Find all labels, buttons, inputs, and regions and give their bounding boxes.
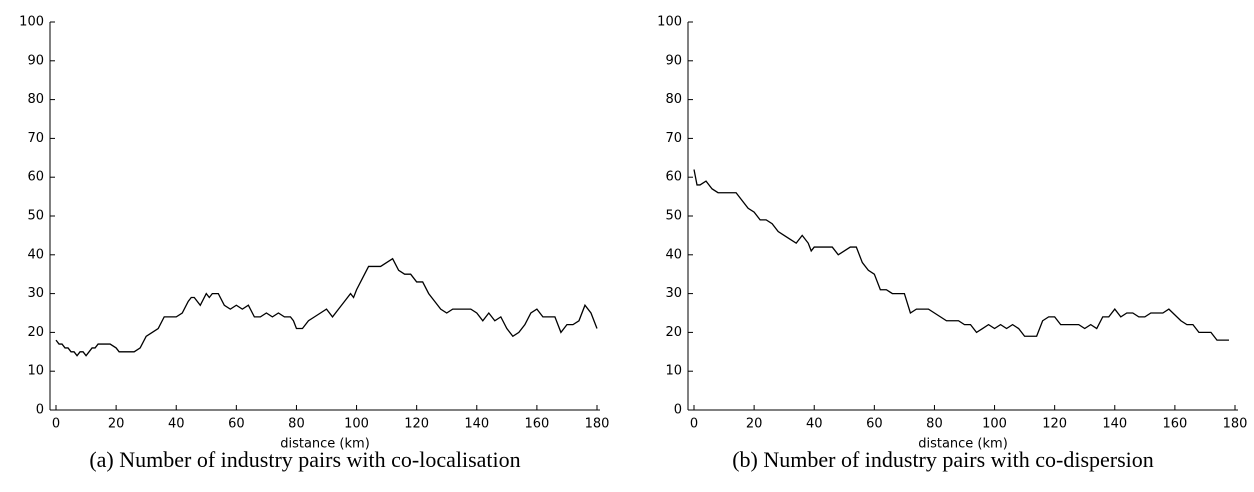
line-series <box>55 257 598 357</box>
y-tick-label: 10 <box>665 364 682 379</box>
y-tick-label: 70 <box>665 131 682 146</box>
x-tick-label: 0 <box>690 417 698 432</box>
x-tick-label: 0 <box>52 417 60 432</box>
x-axis-label: distance (km) <box>918 437 1008 452</box>
line-series <box>693 169 1229 341</box>
y-tick-label: 30 <box>27 286 44 301</box>
caption: (b) Number of industry pairs with co-dis… <box>732 447 1154 472</box>
x-tick-label: 20 <box>108 417 125 432</box>
y-tick-label: 50 <box>665 209 682 224</box>
x-tick-label: 180 <box>1223 417 1248 432</box>
y-tick-label: 100 <box>657 15 682 30</box>
x-tick-label: 160 <box>1162 417 1187 432</box>
y-tick-label: 90 <box>27 53 44 68</box>
x-tick-label: 100 <box>982 417 1007 432</box>
y-tick-label: 20 <box>27 325 44 340</box>
x-tick-label: 40 <box>806 417 823 432</box>
x-tick-label: 120 <box>1042 417 1067 432</box>
x-tick-label: 20 <box>746 417 763 432</box>
y-tick-label: 100 <box>19 15 44 30</box>
x-tick-label: 60 <box>228 417 245 432</box>
y-tick-label: 10 <box>27 364 44 379</box>
y-tick-label: 0 <box>674 403 682 418</box>
y-tick-label: 60 <box>27 170 44 185</box>
y-tick-label: 70 <box>27 131 44 146</box>
x-tick-label: 60 <box>866 417 883 432</box>
y-tick-label: 40 <box>27 247 44 262</box>
x-tick-label: 120 <box>404 417 429 432</box>
x-tick-label: 140 <box>464 417 489 432</box>
y-tick-label: 50 <box>27 209 44 224</box>
x-tick-label: 180 <box>585 417 610 432</box>
y-tick-label: 90 <box>665 53 682 68</box>
x-axis-label: distance (km) <box>280 437 370 452</box>
x-tick-label: 160 <box>524 417 549 432</box>
y-tick-label: 30 <box>665 286 682 301</box>
y-tick-label: 80 <box>665 92 682 107</box>
caption: (a) Number of industry pairs with co-loc… <box>89 447 520 472</box>
y-tick-label: 0 <box>36 403 44 418</box>
y-tick-label: 40 <box>665 247 682 262</box>
y-tick-label: 80 <box>27 92 44 107</box>
y-tick-label: 60 <box>665 170 682 185</box>
x-tick-label: 80 <box>926 417 943 432</box>
x-tick-label: 100 <box>344 417 369 432</box>
y-tick-label: 20 <box>665 325 682 340</box>
x-tick-label: 40 <box>168 417 185 432</box>
x-tick-label: 80 <box>288 417 305 432</box>
x-tick-label: 140 <box>1102 417 1127 432</box>
